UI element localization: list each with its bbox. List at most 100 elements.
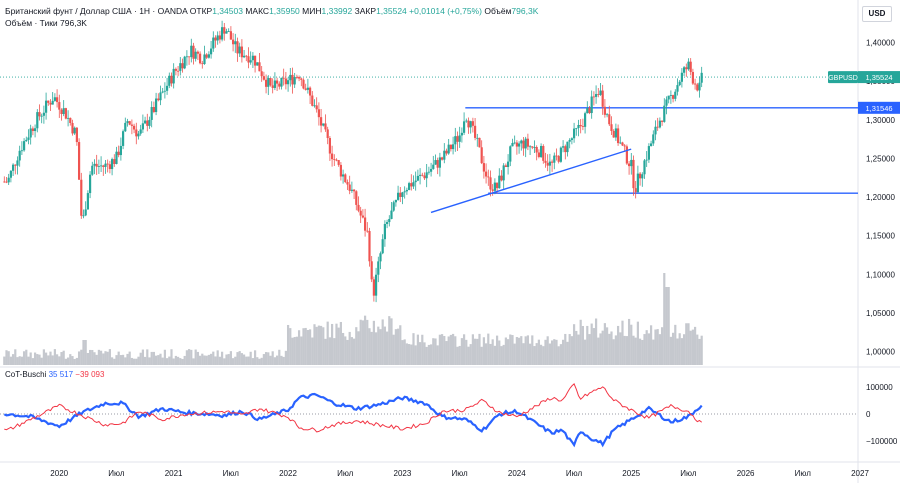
candle-body [113,159,116,164]
volume-bar [379,329,382,365]
volume-bar [58,356,61,365]
candle-body [174,68,177,71]
volume-bar [401,340,404,365]
volume-bar [108,349,111,365]
candle-body [685,67,688,70]
volume-bar [229,351,232,365]
volume-bar [333,338,336,365]
volume-bar [113,358,116,365]
candle-body [183,56,186,69]
candle-body [385,222,389,224]
candle-body [106,163,109,165]
volume-bar [18,356,21,365]
candle-body [82,215,85,217]
volume-bar [405,343,408,365]
volume-bar [652,339,655,365]
candle-body [471,121,474,126]
price-tick-label: 1,25000 [866,154,895,163]
candle-body [515,142,518,147]
candle-body [91,165,94,175]
candle-body [502,165,505,181]
candle-body [594,94,598,97]
candle-body [3,181,6,183]
volume-bar [295,336,298,365]
volume-bar [249,351,252,365]
volume-bar [260,357,263,365]
volume-bar [656,329,659,365]
candle-body [660,120,664,122]
currency-button[interactable]: USD [862,6,892,22]
candle-body [656,126,659,128]
volume-bar [289,328,292,365]
candle-body [638,173,642,179]
volume-value: 796,3K [511,6,539,16]
candle-body [352,189,356,192]
high-label: МАКС [245,6,270,16]
last-price-label: 1,35524 [865,73,892,82]
trendline[interactable] [430,148,632,214]
volume-bar [390,318,393,365]
candle-body [209,48,213,55]
volume-bar [685,323,688,365]
volume-bar [62,350,65,365]
candle-body [407,183,411,190]
time-axis[interactable]: 2020 Июл 2021 Июл 2022 Июл 2023 Июл 2024 Июл 2025 И… [50,469,869,478]
candle-body [482,163,485,172]
volume-bar [418,342,422,365]
candle-body [141,123,144,130]
last-price-label-bg [858,71,900,84]
volume-bar [128,351,131,365]
volume-bar [148,357,151,365]
volume-bar [374,332,378,365]
volume-legend[interactable]: Объём · Тики 796,3K [5,18,87,28]
candle-body [170,75,173,84]
candle-body [126,121,129,123]
candle-body [317,109,320,118]
candle-body [84,209,87,216]
volume-bar [537,339,540,365]
price-axis[interactable]: 1,00000 1,05000 1,10000 1,15000 1,20000 1,250… [866,38,898,446]
volume-bar [267,352,270,365]
candle-body [436,160,439,168]
volume-bar [278,349,281,365]
candle-body [108,164,111,170]
volume-bar [124,357,127,365]
volume-bar [36,354,39,365]
candle-body [605,114,609,116]
candle-body [579,124,582,127]
candle-body [104,163,107,167]
candle-body [526,138,529,147]
candle-body [550,161,554,163]
volume-bar [102,353,105,365]
low-value: 1,33992 [321,6,353,16]
candle-body [31,128,34,132]
volume-bar [163,349,166,365]
candle-body [504,165,507,167]
volume-bar [597,337,600,365]
volume-bar [654,329,657,365]
candle-body [355,191,358,205]
time-tick-label: 2021 [165,469,183,478]
volume-bar [465,339,468,365]
volume-bar [381,319,384,365]
volume-bar [447,336,450,365]
volume-bar [445,341,448,365]
volume-bar [161,357,164,365]
candle-body [256,62,259,66]
volume-bar [399,325,402,365]
volume-bar [150,351,153,365]
level-price-label-bg [858,101,900,114]
volume-bar [64,358,67,365]
volume-bar [423,342,426,365]
candle-body [390,210,393,219]
volume-bar [3,356,6,365]
volume-bar [388,316,391,365]
volume-bar [693,326,697,365]
chart-legend[interactable]: Британский фунт / Доллар США · 1Н · OAND… [5,6,538,16]
volume-bar [361,320,364,365]
volume-bar [212,351,215,365]
indicator-legend[interactable]: CoT-Buschi 35 517 −39 093 [5,370,104,379]
candle-body [335,159,338,161]
candle-body [392,202,395,211]
